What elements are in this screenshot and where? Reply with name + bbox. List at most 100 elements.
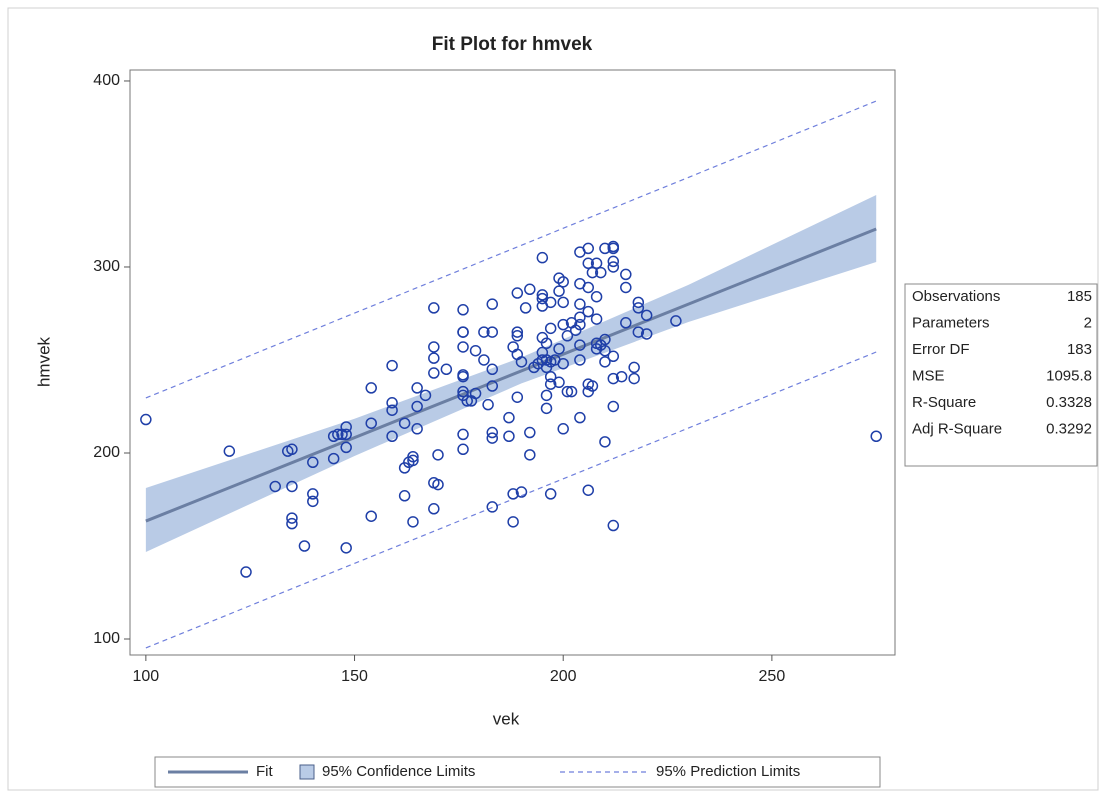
data-point xyxy=(140,413,152,426)
data-point xyxy=(432,449,444,461)
data-point xyxy=(574,318,586,331)
data-point xyxy=(398,490,411,502)
data-point xyxy=(486,298,499,310)
data-point xyxy=(590,290,603,303)
data-point xyxy=(557,357,569,370)
fit-line xyxy=(145,227,877,523)
data-point xyxy=(286,517,298,530)
data-point xyxy=(428,302,440,314)
stat-value: 2 xyxy=(1084,314,1092,331)
data-point xyxy=(386,397,398,409)
data-point xyxy=(620,268,632,281)
stat-value: 183 xyxy=(1067,341,1092,358)
data-point xyxy=(440,363,453,376)
data-point xyxy=(457,341,469,353)
stat-value: 1095.8 xyxy=(1046,367,1092,384)
data-point xyxy=(590,257,603,270)
data-point xyxy=(515,356,528,368)
data-point xyxy=(457,326,469,338)
chart-title: Fit Plot for hmvek xyxy=(432,34,593,55)
data-point xyxy=(582,305,594,318)
y-tick-label: 100 xyxy=(93,630,120,647)
stat-value: 0.3328 xyxy=(1046,394,1092,411)
stat-label: R-Square xyxy=(912,394,976,411)
data-point xyxy=(561,330,574,342)
data-point xyxy=(620,317,632,329)
data-point xyxy=(503,430,515,443)
data-point xyxy=(486,326,499,338)
data-point xyxy=(607,372,620,385)
data-point xyxy=(307,488,319,500)
data-point xyxy=(628,361,640,374)
data-point xyxy=(365,382,377,394)
data-point xyxy=(607,400,620,413)
data-point xyxy=(544,488,557,500)
data-point xyxy=(620,281,632,294)
data-point xyxy=(407,516,419,528)
data-point xyxy=(511,330,524,342)
data-point xyxy=(286,480,298,493)
legend-label: 95% Confidence Limits xyxy=(322,763,475,780)
data-point xyxy=(557,276,569,288)
data-point xyxy=(411,400,423,413)
data-point xyxy=(607,350,620,363)
data-point xyxy=(432,478,444,491)
y-axis-label: hmvek xyxy=(34,336,53,387)
data-point xyxy=(457,304,469,316)
data-point xyxy=(486,380,499,392)
data-point xyxy=(524,426,536,439)
data-point xyxy=(386,359,398,372)
data-point xyxy=(340,542,352,554)
data-point xyxy=(428,367,440,379)
x-tick-label: 200 xyxy=(550,668,577,685)
data-point xyxy=(536,289,549,301)
data-point xyxy=(574,339,586,351)
data-point xyxy=(582,484,594,496)
stat-value: 185 xyxy=(1067,288,1092,305)
data-point xyxy=(269,480,281,493)
data-point xyxy=(870,430,882,443)
data-point xyxy=(386,430,398,443)
stat-label: Adj R-Square xyxy=(912,420,1002,437)
data-point xyxy=(582,257,594,270)
legend-box xyxy=(154,756,881,788)
data-point xyxy=(632,296,645,309)
data-point xyxy=(670,315,682,327)
data-point xyxy=(540,402,553,415)
data-point xyxy=(540,337,553,349)
x-axis-label: vek xyxy=(493,709,520,728)
data-point xyxy=(286,443,298,456)
frame xyxy=(7,7,1099,791)
data-point xyxy=(307,495,319,508)
data-point xyxy=(536,251,549,264)
data-point xyxy=(640,328,653,340)
data-point xyxy=(553,285,565,297)
data-point xyxy=(478,326,490,338)
data-point xyxy=(565,385,578,398)
stat-label: MSE xyxy=(912,367,945,384)
data-point xyxy=(223,445,236,457)
data-point xyxy=(469,344,482,357)
data-point xyxy=(486,432,499,444)
data-point xyxy=(511,287,524,299)
data-point xyxy=(411,382,423,394)
y-tick-label: 400 xyxy=(93,72,120,89)
data-point xyxy=(511,326,524,338)
data-point xyxy=(428,352,440,364)
stat-label: Parameters xyxy=(912,314,990,331)
legend-label: Fit xyxy=(256,763,273,780)
data-point xyxy=(553,376,565,389)
data-point xyxy=(511,391,524,403)
legend-label: 95% Prediction Limits xyxy=(656,763,800,780)
legend-confidence-swatch xyxy=(299,764,315,780)
data-point xyxy=(590,313,603,325)
stat-label: Error DF xyxy=(912,341,970,358)
data-point xyxy=(340,441,352,454)
data-point xyxy=(557,423,569,435)
data-point xyxy=(507,488,519,500)
data-point xyxy=(607,255,620,268)
data-point xyxy=(457,428,469,441)
data-point xyxy=(574,298,586,310)
x-tick-label: 150 xyxy=(341,668,368,685)
